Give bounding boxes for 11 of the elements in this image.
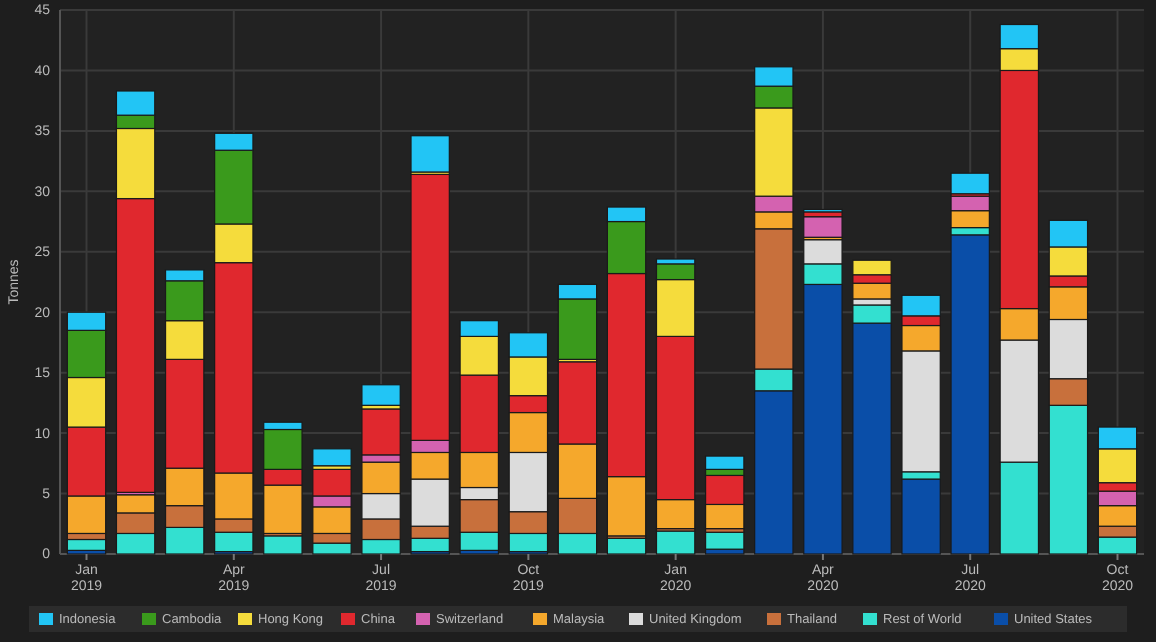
bar <box>704 531 745 550</box>
bar <box>361 384 401 406</box>
bar <box>361 408 401 456</box>
bar <box>901 478 941 555</box>
bar <box>66 538 107 551</box>
bar <box>852 259 892 276</box>
bar <box>704 455 745 470</box>
bar <box>852 282 892 300</box>
bar <box>312 448 352 467</box>
bar <box>312 542 352 555</box>
bar <box>950 234 990 555</box>
